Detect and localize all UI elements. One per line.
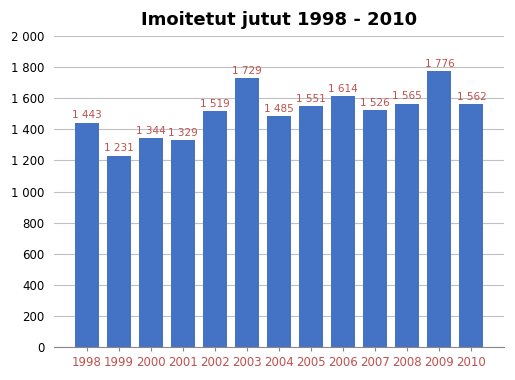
Bar	[107, 156, 131, 347]
Bar	[299, 106, 323, 347]
Text: 1 443: 1 443	[72, 111, 101, 120]
Text: 1 519: 1 519	[200, 98, 230, 109]
Bar	[139, 138, 163, 347]
Title: Imoitetut jutut 1998 - 2010: Imoitetut jutut 1998 - 2010	[141, 11, 417, 29]
Text: 1 551: 1 551	[296, 93, 326, 104]
Bar	[267, 116, 291, 347]
Text: 1 565: 1 565	[392, 92, 422, 101]
Bar	[459, 104, 484, 347]
Bar	[331, 96, 355, 347]
Text: 1 776: 1 776	[424, 59, 454, 69]
Bar	[203, 111, 227, 347]
Text: 1 729: 1 729	[232, 66, 262, 76]
Bar	[235, 78, 259, 347]
Text: 1 614: 1 614	[329, 84, 358, 94]
Bar	[363, 110, 387, 347]
Bar	[427, 71, 452, 347]
Bar	[396, 104, 419, 347]
Text: 1 344: 1 344	[136, 126, 166, 136]
Bar	[171, 141, 195, 347]
Text: 1 485: 1 485	[264, 104, 294, 114]
Text: 1 562: 1 562	[457, 92, 486, 102]
Text: 1 526: 1 526	[360, 98, 390, 108]
Bar	[75, 123, 99, 347]
Text: 1 329: 1 329	[168, 128, 198, 138]
Text: 1 231: 1 231	[104, 143, 134, 154]
